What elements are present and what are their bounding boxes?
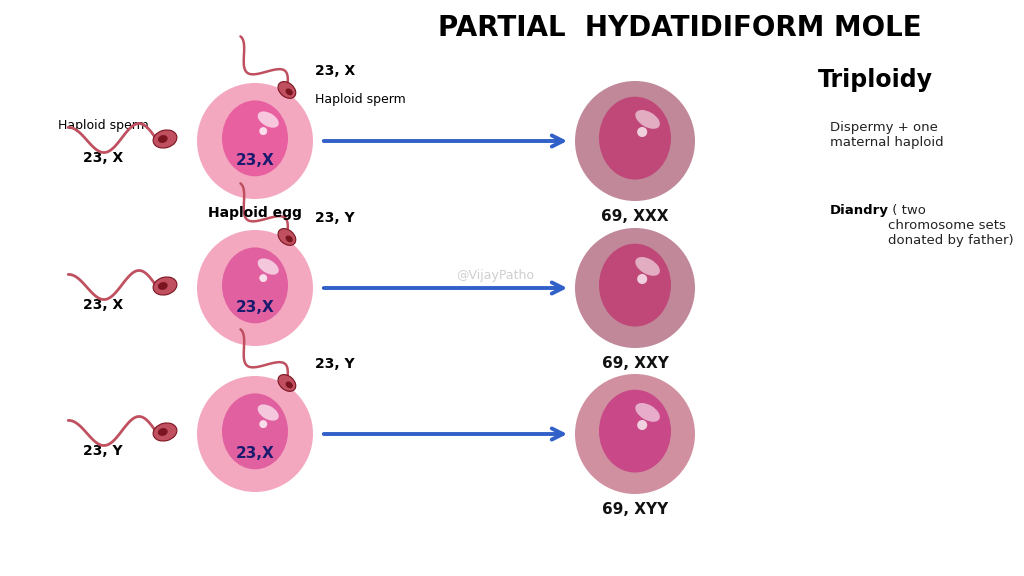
- Circle shape: [197, 83, 313, 199]
- Text: 23, X: 23, X: [315, 64, 355, 78]
- Ellipse shape: [158, 282, 168, 290]
- Ellipse shape: [599, 390, 671, 472]
- Circle shape: [575, 374, 695, 494]
- Text: Triploidy: Triploidy: [817, 68, 933, 92]
- Circle shape: [259, 420, 267, 428]
- Text: Dispermy + one
maternal haploid: Dispermy + one maternal haploid: [830, 121, 944, 149]
- Text: 69, XXX: 69, XXX: [601, 209, 669, 224]
- Ellipse shape: [158, 428, 168, 436]
- Text: Diandry: Diandry: [830, 204, 889, 217]
- Ellipse shape: [635, 110, 659, 129]
- Text: Haploid sperm: Haploid sperm: [315, 93, 406, 106]
- Text: PARTIAL  HYDATIDIFORM MOLE: PARTIAL HYDATIDIFORM MOLE: [438, 14, 922, 42]
- Ellipse shape: [278, 374, 296, 391]
- Ellipse shape: [222, 248, 288, 323]
- Text: 23, Y: 23, Y: [83, 444, 123, 458]
- Ellipse shape: [278, 82, 296, 98]
- Circle shape: [637, 420, 647, 430]
- Ellipse shape: [258, 259, 279, 275]
- Text: 69, XXY: 69, XXY: [601, 356, 669, 371]
- Ellipse shape: [154, 277, 177, 295]
- Ellipse shape: [599, 97, 671, 180]
- Ellipse shape: [599, 244, 671, 327]
- Text: 23, X: 23, X: [83, 151, 123, 165]
- Text: 23, Y: 23, Y: [315, 211, 354, 225]
- Text: 23, Y: 23, Y: [315, 357, 354, 371]
- Ellipse shape: [258, 404, 279, 420]
- Text: 23,X: 23,X: [236, 446, 274, 461]
- Ellipse shape: [278, 229, 296, 245]
- Ellipse shape: [286, 381, 293, 388]
- Ellipse shape: [158, 135, 168, 143]
- Ellipse shape: [286, 89, 293, 96]
- Text: Haploid egg: Haploid egg: [208, 206, 302, 220]
- Ellipse shape: [258, 111, 279, 128]
- Ellipse shape: [286, 236, 293, 242]
- Circle shape: [575, 81, 695, 201]
- Ellipse shape: [154, 423, 177, 441]
- Ellipse shape: [635, 403, 659, 422]
- Text: 23,X: 23,X: [236, 153, 274, 168]
- Ellipse shape: [635, 257, 659, 276]
- Circle shape: [637, 127, 647, 137]
- Circle shape: [197, 230, 313, 346]
- Text: Haploid sperm: Haploid sperm: [57, 119, 148, 132]
- Ellipse shape: [222, 393, 288, 469]
- Circle shape: [197, 376, 313, 492]
- Circle shape: [259, 274, 267, 282]
- Ellipse shape: [222, 100, 288, 176]
- Circle shape: [259, 127, 267, 135]
- Text: ( two
chromosome sets
donated by father): ( two chromosome sets donated by father): [888, 204, 1014, 247]
- Text: 69, XYY: 69, XYY: [602, 502, 668, 517]
- Text: 23,X: 23,X: [236, 300, 274, 315]
- Text: 23, X: 23, X: [83, 298, 123, 312]
- Circle shape: [637, 274, 647, 284]
- Ellipse shape: [154, 130, 177, 148]
- Text: @VijayPatho: @VijayPatho: [456, 270, 534, 282]
- Circle shape: [575, 228, 695, 348]
